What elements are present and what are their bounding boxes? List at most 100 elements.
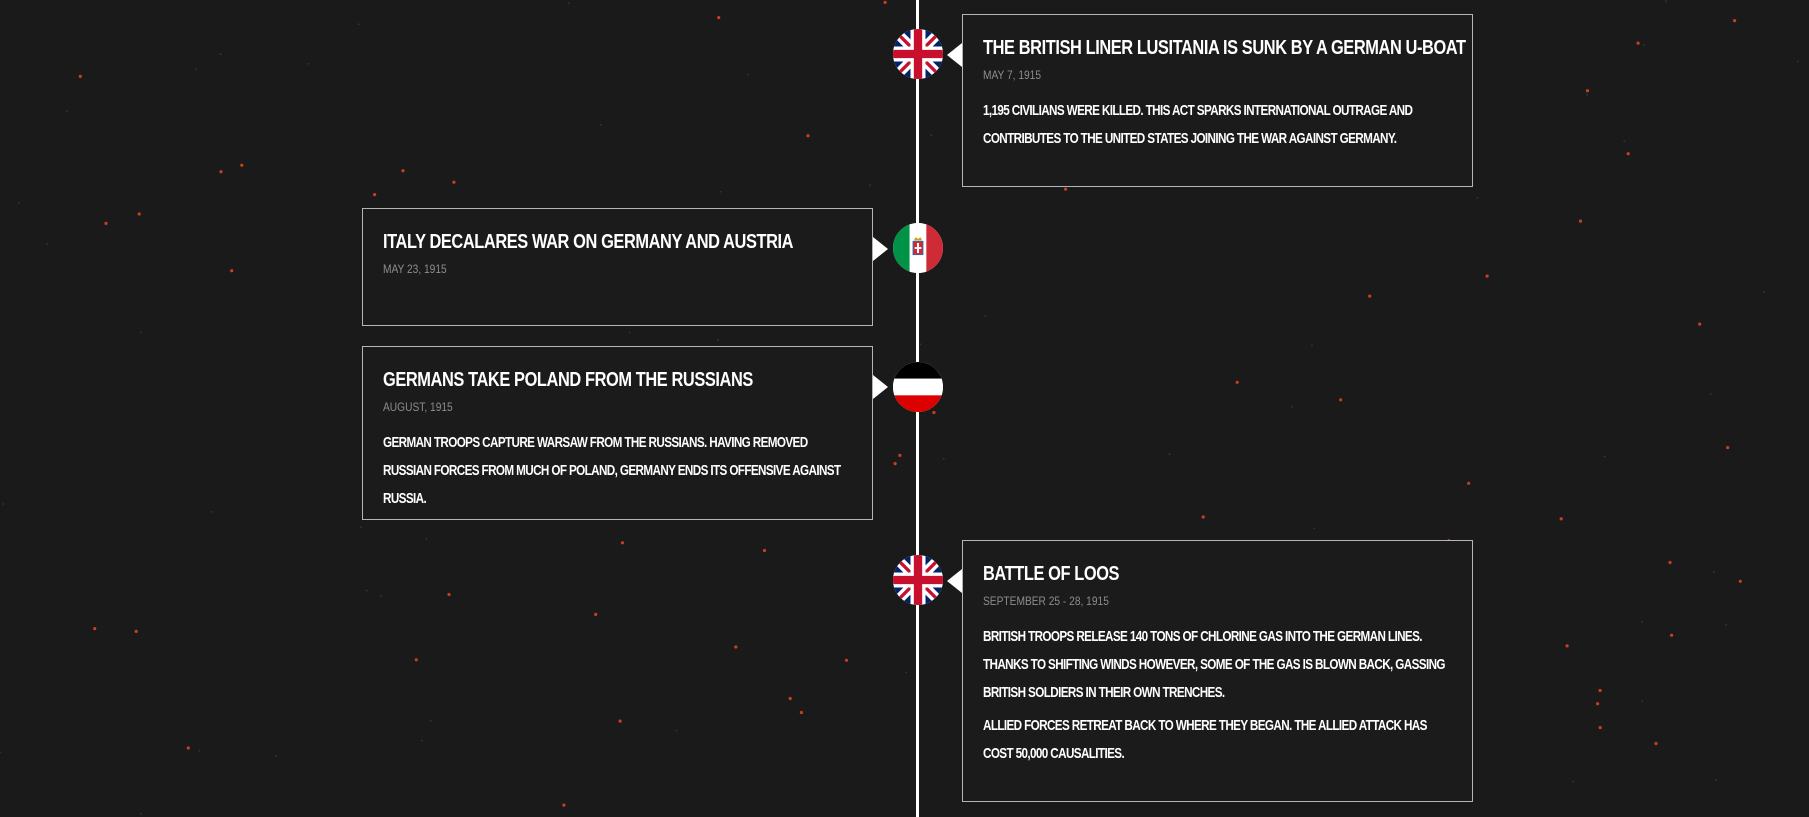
particle-dot [230,269,234,273]
particle-dot [1670,633,1674,637]
particle-dot [942,457,945,460]
particle-dot [1598,688,1602,693]
particle-dot [1313,527,1316,530]
particle-dot [1467,481,1471,485]
german-empire-flag-icon [893,362,943,412]
particle-dot [717,339,719,342]
particle-dot [421,739,423,742]
particle-dot [78,74,82,78]
particle-dot [0,751,1,754]
particle-dot [1311,344,1313,347]
particle-dot [762,548,767,553]
particle-dot [1064,187,1068,191]
italian-flag-icon [893,223,943,273]
particle-dot [425,538,428,540]
particle-dot [1710,393,1712,395]
event-date: May 23, 1915 [383,262,447,276]
particle-dot [429,719,432,722]
timeline-event-card: Germans take Poland from the Russians Au… [362,346,888,520]
particle-dot [380,595,382,597]
particle-dot [373,193,377,197]
particle-dot [18,202,20,204]
particle-dot [1733,19,1737,23]
event-title: Germans take Poland from the Russians [383,369,753,391]
particle-dot [1715,779,1717,781]
particle-dot [1476,196,1479,199]
particle-dot [618,719,622,723]
particle-dot [788,696,792,701]
particle-dot [198,749,201,752]
particle-dot [137,212,141,216]
particle-dot [1763,291,1765,294]
particle-dot [1726,446,1730,450]
particle-dot [844,658,849,662]
particle-dot [219,170,223,174]
particle-dot [932,410,936,415]
particle-dot [1235,380,1239,384]
union-jack-flag-icon [893,555,943,605]
timeline-event-card: Italy decalares war on Germany and Austr… [362,208,888,326]
particle-dot [1626,152,1630,156]
particle-dot [1698,322,1702,326]
particle-dot [628,331,631,334]
particle-dot [274,755,277,758]
particle-dot [1598,726,1602,730]
particle-dot [1643,43,1646,46]
event-paragraph: German troops capture Warsaw from the Ru… [383,434,841,507]
particle-dot [620,541,625,545]
particle-dot [357,23,360,26]
event-title: Italy decalares war on Germany and Austr… [383,231,794,253]
particle-dot [1368,294,1372,298]
particle-dot [447,592,451,597]
particle-dot [1578,219,1583,223]
particle-dot [930,134,933,137]
particle-dot [1738,579,1742,583]
particle-dot [1586,93,1589,96]
particle-dot [747,73,749,76]
particle-dot [210,511,213,513]
particle-dot [134,629,138,634]
particle-dot [1654,741,1658,746]
particle-dot [93,627,97,631]
particle-dot [600,123,602,126]
particle-dot [567,2,570,5]
particle-dot [1603,455,1606,458]
event-title: The British liner Lusitania is sunk by a… [983,37,1466,59]
particle-dot [719,190,722,193]
particle-dot [139,331,142,334]
particle-dot [194,68,197,71]
timeline-event-card: Battle of Loos September 25 - 28, 1915 B… [947,540,1473,802]
particle-dot [984,315,987,317]
particle-dot [1168,453,1171,456]
particle-dot [1796,60,1799,63]
particle-dot [1623,140,1626,143]
particle-dot [240,163,244,167]
particle-dot [1559,517,1563,521]
event-date: August, 1915 [383,400,453,414]
particle-dot [1339,398,1343,402]
particle-dot [675,729,678,732]
particle-dot [2,503,4,505]
event-paragraph: 1,195 civilians were killed. This act sp… [983,102,1413,147]
particle-dot [1641,700,1644,702]
event-title: Battle of Loos [983,563,1120,585]
particle-dot [219,53,222,56]
particle-dot [1565,644,1569,648]
particle-dot [1585,89,1590,93]
particle-dot [1636,41,1640,45]
particle-dot [46,243,48,246]
event-description: 1,195 civilians were killed. This act sp… [983,97,1452,153]
particle-dot [1665,0,1667,2]
particle-dot [307,62,310,65]
particle-dot [1596,702,1600,706]
particle-dot [919,343,922,346]
particle-dot [66,110,68,112]
particle-dot [401,169,405,173]
particle-dot [1290,406,1293,408]
particle-dot [717,16,721,20]
event-description: British troops release 140 tons of chlor… [983,623,1452,768]
particle-dot [452,180,456,184]
particle-dot [806,134,810,138]
particle-dot [360,526,362,528]
union-jack-flag-icon [893,29,943,79]
